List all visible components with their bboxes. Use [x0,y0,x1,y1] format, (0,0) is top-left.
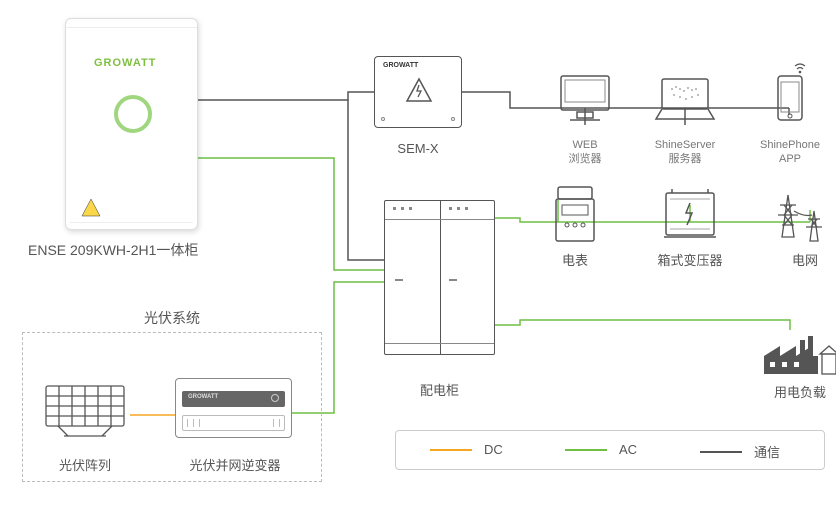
shineserver-label: ShineServer服务器 [648,138,722,167]
transformer-icon [660,185,720,245]
semx-label: SEM-X [374,141,462,156]
shinephone-icon [770,60,810,125]
load-label: 用电负载 [768,382,832,401]
web-monitor-icon [555,72,615,127]
ense-brand: GROWATT [94,57,156,69]
pv-array-label: 光伏阵列 [30,455,140,474]
power-ring-icon [108,89,158,139]
ense-cabinet: GROWATT [65,18,198,230]
pv-inverter: GROWATT [175,378,292,438]
dist-cabinet-label: 配电柜 [384,380,495,399]
ense-label: ENSE 209KWH-2H1一体柜 [28,240,238,260]
warning-triangle-icon [80,197,102,219]
pv-inverter-label: 光伏并网逆变器 [160,455,310,474]
semx-device: GROWATT [374,56,462,128]
pv-array-icon [38,380,133,440]
grid-tower-icon [770,185,836,245]
pv-inverter-brand: GROWATT [188,394,218,400]
legend-dc: DC [430,442,503,457]
semx-brand: GROWATT [383,62,418,69]
dist-cabinet [384,200,495,355]
grid-label: 电网 [778,250,832,269]
shineserver-laptop-icon [650,75,720,130]
meter-icon [550,185,600,245]
legend-comm: 通信 [700,442,780,461]
transformer-label: 箱式变压器 [648,250,732,269]
shinephone-label: ShinePhoneAPP [758,138,822,167]
meter-label: 电表 [548,250,602,269]
shock-icon [404,77,434,107]
pv-section-label: 光伏系统 [22,308,322,328]
web-label: WEB浏览器 [555,138,615,167]
legend-ac: AC [565,442,637,457]
load-factory-icon [760,328,836,378]
